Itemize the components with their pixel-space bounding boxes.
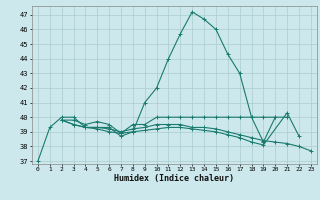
X-axis label: Humidex (Indice chaleur): Humidex (Indice chaleur) [115, 174, 234, 183]
